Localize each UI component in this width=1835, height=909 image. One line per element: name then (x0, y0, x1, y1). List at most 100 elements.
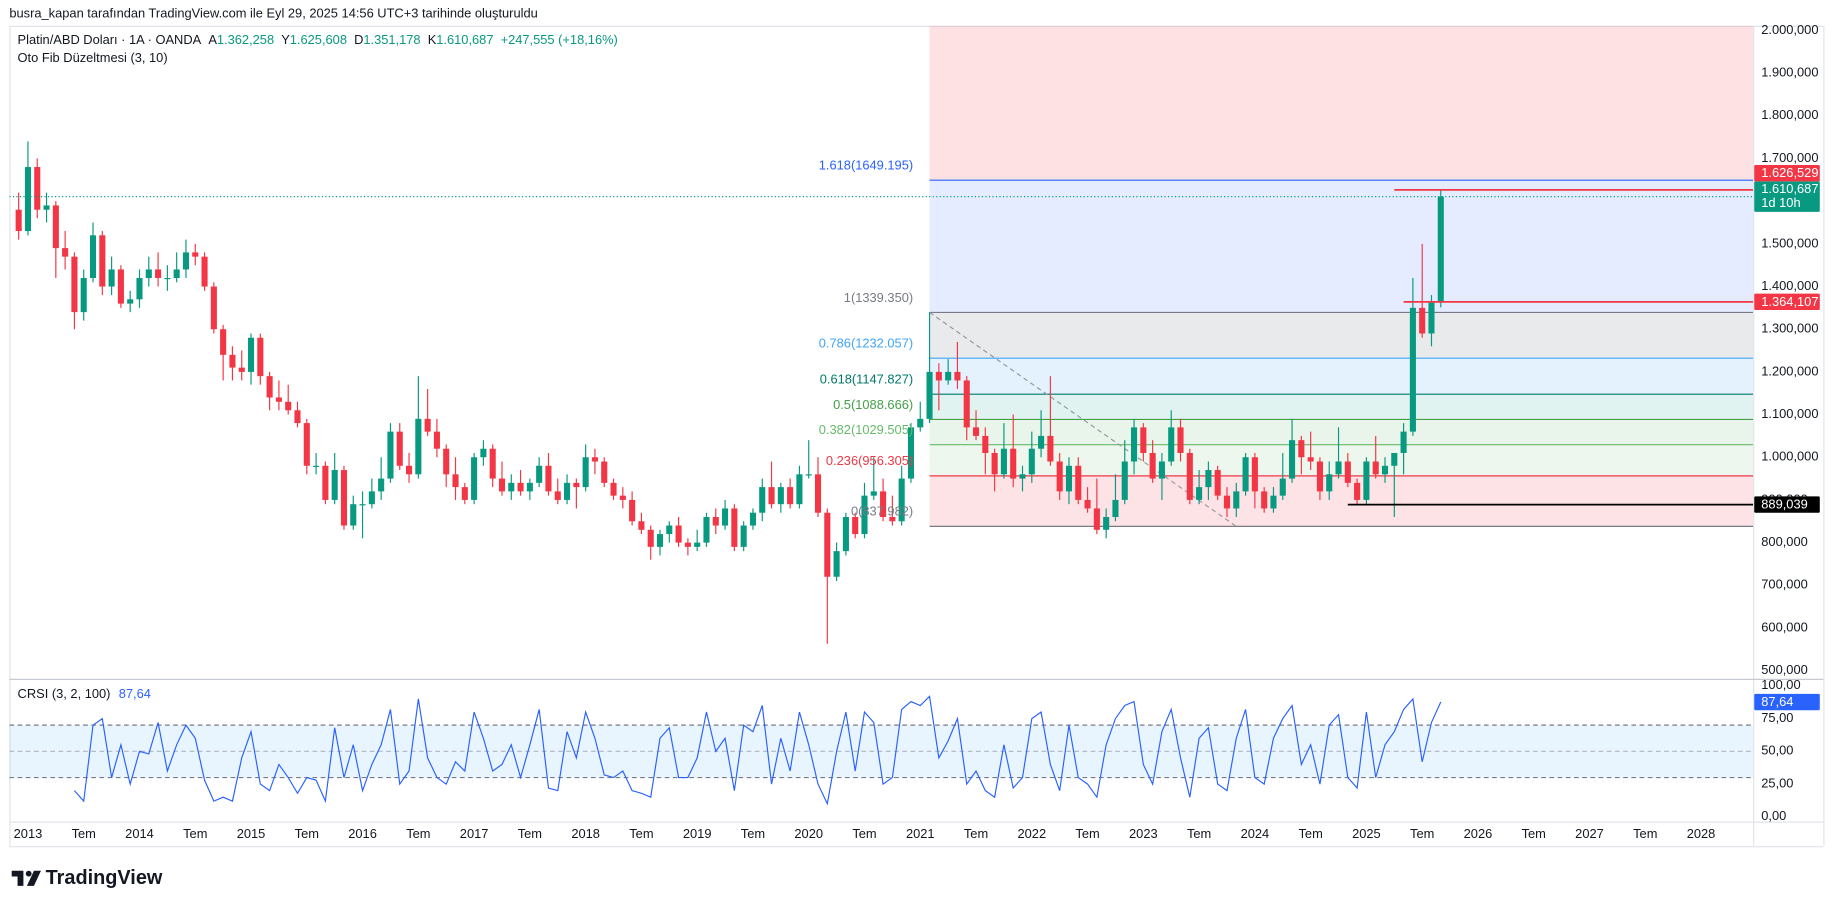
x-tick-label: 2015 (237, 826, 266, 841)
fib-zone (929, 394, 1754, 420)
candle-body (127, 299, 134, 304)
fib-zone (929, 312, 1754, 359)
x-tick-label: 2025 (1352, 826, 1381, 841)
candle-body (1437, 196, 1444, 303)
candle-body (1400, 431, 1407, 453)
candle-body (907, 427, 915, 479)
hline-label: 889,039 (1761, 497, 1807, 512)
x-tick-label: Tem (295, 826, 319, 841)
fib-zone (929, 358, 1754, 395)
candle-body (498, 478, 506, 492)
candle-body (89, 235, 97, 278)
candle-body (1177, 427, 1184, 453)
candle-body (1075, 465, 1082, 500)
y-tick-label: 50,00 (1761, 743, 1793, 758)
candle-body (80, 277, 87, 313)
candle-body (359, 504, 366, 506)
x-tick-label: Tem (629, 826, 653, 841)
candle-body (982, 435, 989, 453)
candle-body (1289, 440, 1296, 479)
y-tick-label: 1.100,000 (1761, 406, 1818, 421)
candle-body (1335, 461, 1342, 475)
candle-body (1158, 461, 1165, 479)
y-tick-label: 1.500,000 (1761, 235, 1818, 250)
candle-body (378, 478, 385, 492)
candle-body (15, 209, 22, 232)
candle-body (1028, 448, 1035, 475)
logo-icon (11, 870, 41, 886)
x-tick-label: Tem (964, 826, 988, 841)
fib-label: 1.618(1649.195) (819, 158, 913, 173)
fib-zone (929, 419, 1754, 445)
candle-body (768, 487, 775, 505)
candle-body (331, 470, 338, 500)
candle-body (461, 487, 468, 500)
y-tick-label: 1.200,000 (1761, 363, 1818, 378)
candle-body (926, 371, 933, 419)
x-tick-label: Tem (1410, 826, 1434, 841)
candle-body (1326, 474, 1333, 492)
candle-body (1354, 482, 1361, 500)
legend-key: Y (281, 32, 290, 47)
y-tick-label: 800,000 (1761, 534, 1807, 549)
candle-body (368, 491, 375, 505)
candle-body (694, 542, 701, 547)
fib-label: 0.236(956.305) (826, 453, 913, 468)
candle-body (489, 448, 496, 479)
candle-body (1056, 461, 1063, 492)
candle-body (638, 521, 645, 530)
x-tick-label: Tem (1633, 826, 1657, 841)
candle-body (220, 329, 227, 355)
candle-body (870, 491, 877, 496)
candle-body (1130, 427, 1138, 462)
legend-key: A (208, 32, 217, 47)
candle-body (1214, 470, 1221, 496)
candle-body (1363, 461, 1370, 500)
crsi-value: 87,64 (119, 687, 151, 702)
candle-body (1038, 435, 1045, 449)
candle-body (824, 512, 831, 577)
symbol: Platin/ABD Doları · 1A · OANDA (18, 32, 202, 47)
x-tick-label: Tem (406, 826, 430, 841)
candle-body (1000, 448, 1007, 475)
y-tick-label: 2.000,000 (1761, 22, 1818, 37)
x-tick-label: 2022 (1017, 826, 1046, 841)
candle-body (722, 508, 729, 526)
candle-body (433, 431, 440, 449)
candle-body (945, 371, 952, 381)
candle-body (62, 248, 69, 257)
candle-body (517, 482, 524, 492)
candle-body (880, 491, 887, 517)
x-tick-label: 2020 (794, 826, 823, 841)
candle-body (1316, 461, 1323, 492)
plot-layer: 1.618(1649.195) 1(1339.350) 0.786(1232.057… (9, 22, 1820, 841)
candle-body (34, 167, 41, 210)
x-tick-label: Tem (1075, 826, 1099, 841)
candle-body (396, 431, 403, 466)
crsi-legend: CRSI (3, 2, 100) 87,64 (18, 687, 151, 702)
candle-body (1307, 457, 1314, 462)
candle-body (136, 277, 143, 300)
hline-label: 1.364,107 (1761, 294, 1818, 309)
candle-body (340, 470, 348, 526)
candle-body (601, 461, 608, 483)
candle-body (656, 534, 664, 547)
x-tick-label: Tem (741, 826, 765, 841)
candle-body (350, 504, 357, 526)
candle-body (749, 512, 756, 526)
hline-label-box (1754, 165, 1820, 182)
y-tick-label: 1.800,000 (1761, 107, 1818, 122)
legend-value: 1.610,687 (436, 32, 493, 47)
candle-body (43, 205, 50, 210)
candle-body (972, 427, 980, 436)
candle-body (285, 401, 292, 411)
y-tick-label: 25,00 (1761, 776, 1793, 791)
fib-zone (929, 475, 1754, 527)
candle-body (805, 474, 812, 476)
candle-body (917, 418, 924, 428)
candle-body (1233, 491, 1240, 509)
candle-body (303, 423, 310, 466)
candle-body (740, 525, 747, 547)
fib-label: 0.786(1232.057) (819, 336, 913, 351)
